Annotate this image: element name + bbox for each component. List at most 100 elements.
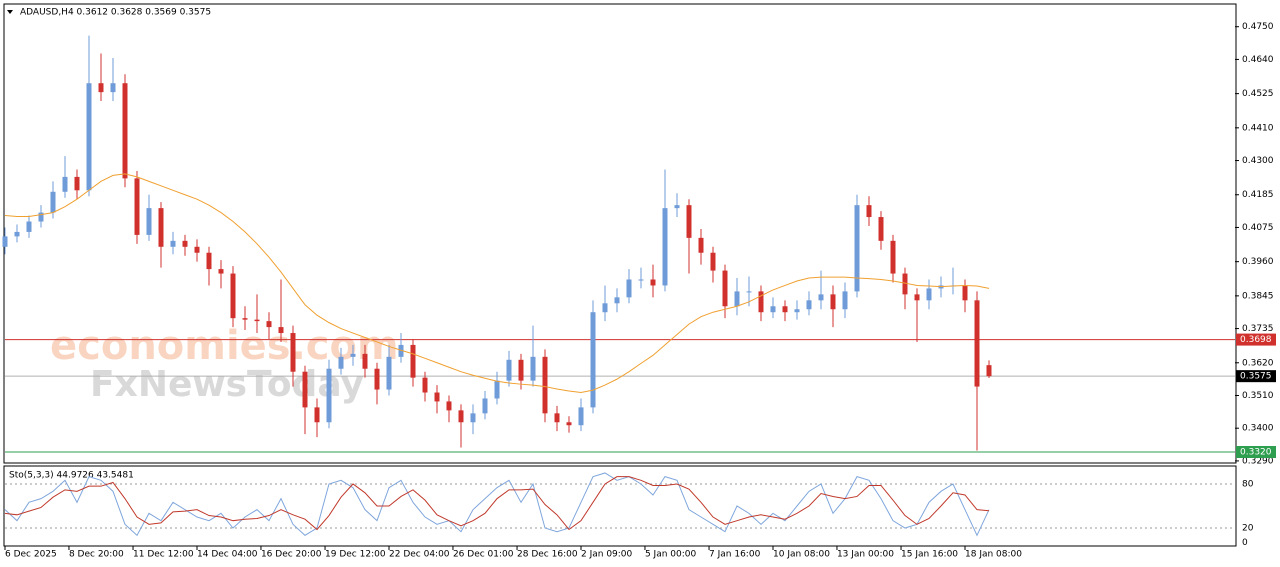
y-tick-label: 0.4525 (1242, 89, 1274, 99)
candle-body (170, 240, 176, 247)
candle-body (734, 291, 740, 307)
candle-body (386, 356, 392, 390)
candle-body (38, 212, 44, 222)
candle-body (962, 285, 968, 301)
candle-body (986, 365, 992, 377)
candle-body (974, 300, 980, 387)
x-tick-label: 14 Dec 04:00 (197, 550, 258, 560)
y-tick-label: 0.3735 (1242, 324, 1274, 334)
candle-body (14, 231, 20, 237)
y-tick-label: 0.4410 (1242, 123, 1274, 133)
x-tick-label: 26 Dec 01:00 (453, 550, 514, 560)
candle-body (98, 83, 104, 93)
price-level-tag (1236, 333, 1276, 346)
candle-body (242, 318, 248, 320)
candle-body (26, 221, 32, 232)
candle-body (926, 288, 932, 301)
candle-body (794, 309, 800, 313)
candle-body (878, 217, 884, 241)
watermark: FxNewsToday (90, 364, 364, 405)
candle-body (866, 205, 872, 218)
candle-body (134, 178, 140, 235)
candle-body (74, 176, 80, 191)
candle-body (506, 359, 512, 381)
candle-body (686, 205, 692, 238)
x-tick-label: 7 Jan 16:00 (709, 550, 761, 560)
x-tick-label: 16 Dec 20:00 (261, 550, 322, 560)
x-tick-label: 10 Jan 08:00 (773, 550, 830, 560)
x-tick-label: 18 Jan 08:00 (965, 550, 1022, 560)
candle-body (290, 333, 296, 372)
y-tick-label: 0.4640 (1242, 55, 1274, 65)
candle-body (470, 413, 476, 423)
watermark: economies.com (50, 323, 399, 369)
candle-body (482, 398, 488, 414)
x-tick-label: 11 Dec 12:00 (133, 550, 194, 560)
candle-body (146, 208, 152, 235)
candle-body (458, 410, 464, 423)
y-tick-label: 0.4185 (1242, 190, 1274, 200)
y-tick-label: 0.3400 (1242, 424, 1274, 434)
candle-body (746, 291, 752, 293)
oscillator-title: Sto(5,3,3) 44.9726 43.5481 (9, 471, 134, 481)
candle-body (542, 356, 548, 414)
candle-body (818, 294, 824, 301)
candle-body (602, 303, 608, 313)
moving-average (4, 173, 990, 394)
candle-body (806, 300, 812, 310)
y-tick-label: 0.3290 (1242, 456, 1274, 466)
candle-body (314, 407, 320, 423)
candle-body (698, 237, 704, 253)
candle-body (218, 269, 224, 274)
candle-body (422, 377, 428, 393)
x-tick-label: 15 Jan 16:00 (901, 550, 958, 560)
candle-body (302, 371, 308, 408)
candle-body (362, 353, 368, 369)
candle-body (194, 246, 200, 253)
candle-body (50, 191, 56, 213)
price-level-label: 0.3698 (1240, 335, 1272, 345)
y-tick-label: 0.4750 (1242, 22, 1274, 32)
oscillator-line (4, 472, 990, 537)
x-tick-label: 8 Dec 20:00 (69, 550, 124, 560)
candle-body (494, 380, 500, 399)
symbol-header: ADAUSD,H4 0.3612 0.3628 0.3569 0.3575 (20, 8, 211, 18)
candle-body (902, 273, 908, 295)
candle-body (638, 279, 644, 281)
candle-body (326, 368, 332, 423)
price-level-tag (1236, 445, 1276, 458)
price-level-label: 0.3575 (1240, 372, 1272, 382)
candle-body (722, 270, 728, 307)
collapse-arrow[interactable] (7, 10, 13, 14)
x-tick-label: 6 Dec 2025 (5, 550, 57, 560)
candle-body (446, 401, 452, 411)
candle-body (710, 252, 716, 271)
x-tick-label: 5 Jan 00:00 (645, 550, 697, 560)
candle-body (398, 344, 404, 357)
x-tick-label: 2 Jan 09:00 (581, 550, 633, 560)
y-tick-label: 0.3620 (1242, 358, 1274, 368)
candle-body (158, 208, 164, 247)
candle-body (230, 273, 236, 319)
candle-body (62, 176, 68, 192)
candle-body (554, 413, 560, 423)
candle-body (530, 356, 536, 381)
candle-body (338, 356, 344, 369)
x-tick-label: 22 Dec 04:00 (389, 550, 450, 560)
candle-body (86, 83, 92, 191)
x-tick-label: 28 Dec 16:00 (517, 550, 578, 560)
candle-body (350, 353, 356, 357)
candle-body (662, 208, 668, 286)
candle-body (110, 83, 116, 93)
candle-body (758, 291, 764, 313)
oscillator-panel (3, 465, 1237, 547)
x-tick-label: 13 Jan 00:00 (837, 550, 894, 560)
y-tick-label: 0 (1242, 538, 1248, 548)
candle-body (374, 368, 380, 390)
candle-body (650, 279, 656, 286)
price-level-tag (1236, 370, 1276, 383)
y-tick-label: 80 (1242, 479, 1254, 489)
candle-body (410, 344, 416, 378)
candle-body (782, 306, 788, 313)
